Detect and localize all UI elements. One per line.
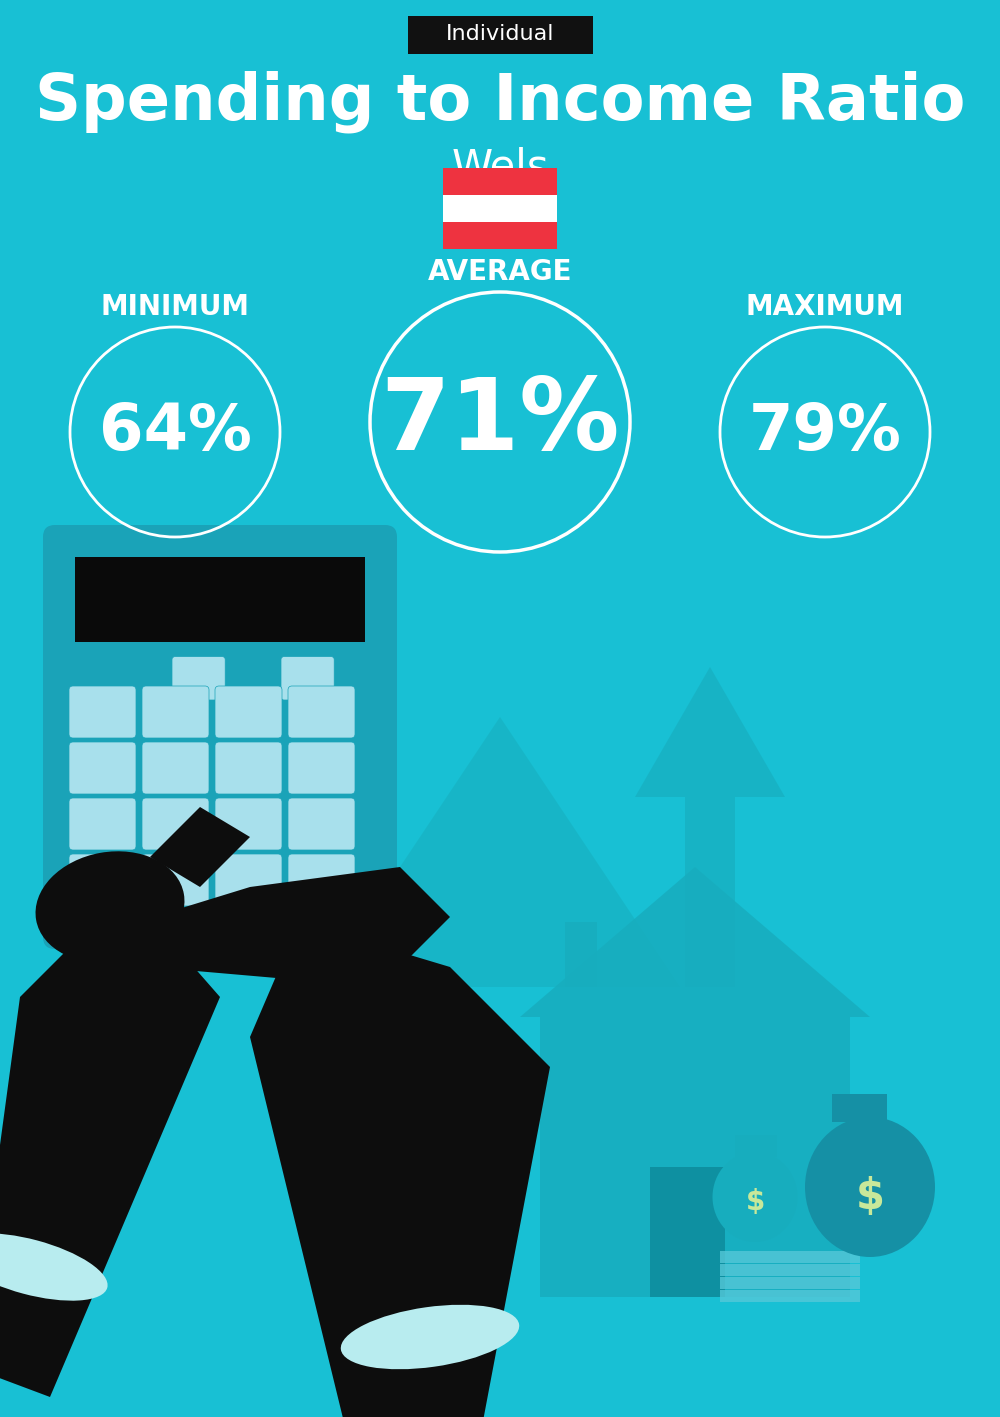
Polygon shape (150, 808, 250, 887)
FancyBboxPatch shape (720, 1277, 860, 1289)
FancyBboxPatch shape (215, 686, 282, 738)
Polygon shape (320, 717, 680, 988)
FancyBboxPatch shape (288, 798, 355, 850)
FancyBboxPatch shape (69, 743, 136, 794)
Text: $: $ (855, 1176, 884, 1219)
FancyBboxPatch shape (69, 854, 136, 905)
FancyBboxPatch shape (408, 16, 593, 54)
FancyBboxPatch shape (650, 1168, 725, 1297)
Text: MAXIMUM: MAXIMUM (746, 293, 904, 322)
FancyBboxPatch shape (142, 743, 209, 794)
Text: $: $ (745, 1187, 765, 1216)
FancyBboxPatch shape (142, 854, 209, 905)
Polygon shape (520, 867, 870, 1017)
Text: 64%: 64% (99, 401, 251, 463)
FancyBboxPatch shape (281, 656, 334, 700)
Ellipse shape (0, 1233, 108, 1301)
FancyBboxPatch shape (172, 656, 225, 700)
Text: Individual: Individual (446, 24, 554, 44)
FancyBboxPatch shape (832, 1094, 887, 1122)
FancyBboxPatch shape (720, 1264, 860, 1275)
FancyBboxPatch shape (215, 743, 282, 794)
Text: AVERAGE: AVERAGE (428, 258, 572, 286)
Text: 79%: 79% (749, 401, 901, 463)
FancyBboxPatch shape (75, 557, 365, 642)
FancyBboxPatch shape (288, 686, 355, 738)
FancyBboxPatch shape (288, 854, 355, 905)
Polygon shape (0, 917, 220, 1397)
FancyBboxPatch shape (43, 526, 397, 949)
FancyBboxPatch shape (215, 798, 282, 850)
Polygon shape (120, 867, 450, 988)
FancyBboxPatch shape (215, 854, 282, 905)
Ellipse shape (712, 1152, 798, 1241)
Text: Spending to Income Ratio: Spending to Income Ratio (35, 71, 965, 133)
FancyBboxPatch shape (442, 222, 557, 249)
FancyBboxPatch shape (142, 798, 209, 850)
FancyBboxPatch shape (720, 1251, 860, 1263)
FancyBboxPatch shape (69, 686, 136, 738)
FancyBboxPatch shape (288, 743, 355, 794)
Polygon shape (635, 667, 785, 988)
FancyBboxPatch shape (442, 196, 557, 222)
Text: 71%: 71% (380, 374, 620, 470)
Ellipse shape (805, 1117, 935, 1257)
Text: MINIMUM: MINIMUM (100, 293, 250, 322)
Ellipse shape (341, 1305, 519, 1369)
FancyBboxPatch shape (735, 1135, 777, 1158)
FancyBboxPatch shape (540, 1017, 850, 1297)
FancyBboxPatch shape (442, 169, 557, 196)
FancyBboxPatch shape (565, 922, 597, 988)
Polygon shape (250, 937, 550, 1417)
FancyBboxPatch shape (69, 798, 136, 850)
Ellipse shape (36, 852, 184, 962)
Text: Wels: Wels (451, 146, 549, 188)
FancyBboxPatch shape (720, 1289, 860, 1302)
FancyBboxPatch shape (142, 686, 209, 738)
